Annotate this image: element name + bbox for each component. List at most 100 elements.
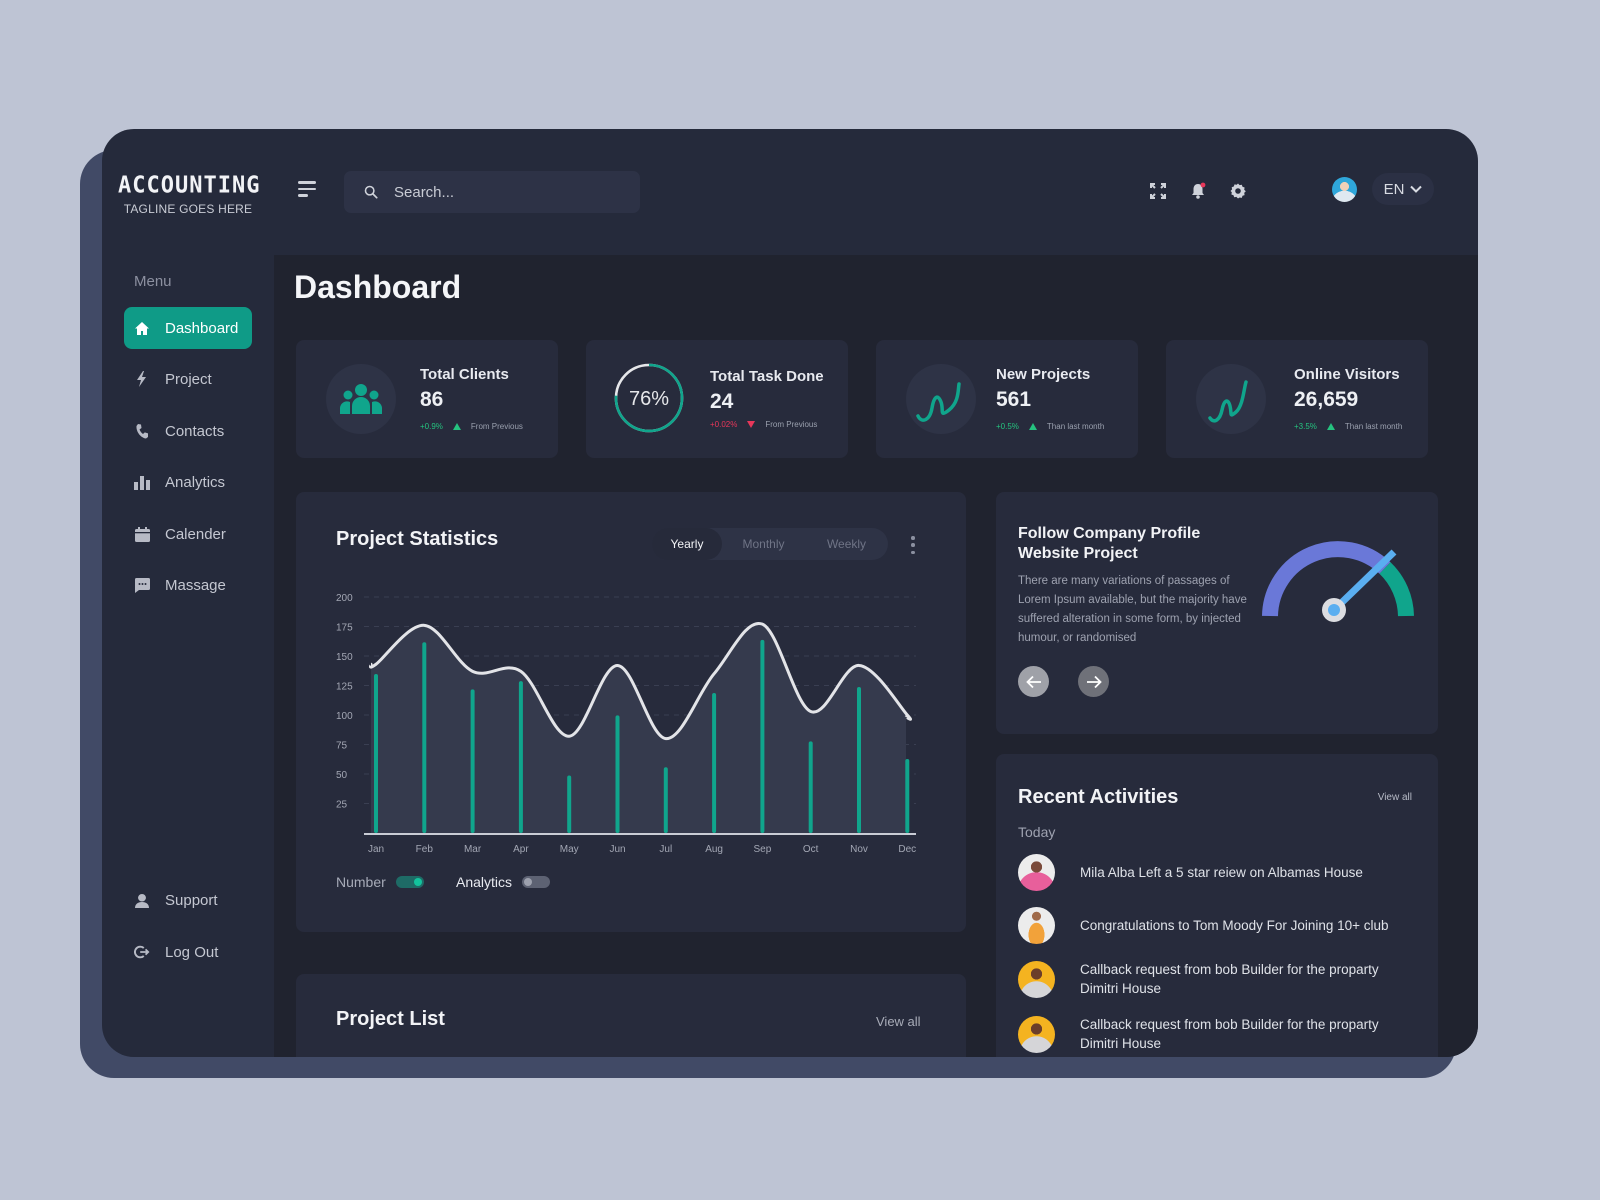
stat-card-total-task-done[interactable]: 76% Total Task Done 24 +0.02% From Previ… (586, 340, 848, 458)
page-title: Dashboard (294, 269, 462, 305)
stat-note: From Previous (765, 420, 818, 429)
bolt-icon (134, 371, 150, 387)
stat-value: 24 (710, 390, 734, 413)
recent-activities-card: Recent Activities View all Today Mila Al… (996, 754, 1438, 1057)
menu-label: Menu (134, 273, 172, 290)
search-bar[interactable] (344, 171, 640, 213)
sidebar-item-contacts[interactable]: Contacts (124, 410, 252, 452)
number-toggle[interactable] (395, 876, 424, 888)
bar-chart-icon (134, 474, 150, 490)
trend-icon (906, 364, 976, 434)
trend-up-icon (452, 423, 461, 430)
group-label: Today (1018, 824, 1056, 840)
svg-text:25: 25 (336, 800, 348, 811)
tab-monthly[interactable]: Monthly (742, 537, 785, 551)
stat-delta-row: +0.9% From Previous (420, 422, 523, 431)
logout-icon (134, 944, 150, 960)
avatar (1018, 1015, 1055, 1053)
chevron-down-icon (1410, 185, 1423, 193)
activity-text: Callback request from bob Builder for th… (1080, 1017, 1379, 1051)
svg-text:Nov: Nov (850, 844, 868, 855)
section-title: Project List (336, 1008, 445, 1030)
stat-delta: +0.9% (420, 422, 443, 431)
sidebar-item-label: Dashboard (165, 319, 239, 337)
svg-text:Aug: Aug (705, 844, 723, 855)
avatar (1018, 854, 1055, 891)
avatar (1018, 960, 1055, 998)
calendar-icon (134, 526, 150, 542)
project-list-card: Project List View all (296, 974, 966, 1057)
hamburger-menu-icon[interactable] (298, 181, 318, 199)
tab-yearly[interactable]: Yearly (652, 528, 722, 560)
support-agent-icon (134, 892, 150, 908)
more-options-icon[interactable] (910, 536, 916, 554)
stat-note: From Previous (470, 422, 523, 431)
stat-delta: +3.5% (1294, 422, 1317, 431)
stat-title: Total Task Done (710, 368, 824, 385)
sidebar: Menu Dashboard Project Contacts Analytic… (102, 255, 274, 1057)
svg-text:Feb: Feb (416, 844, 434, 855)
legend-label: Number (336, 874, 386, 890)
sidebar-item-support[interactable]: Support (124, 879, 252, 921)
follow-project-card: Follow Company Profile Website Project T… (996, 492, 1438, 734)
fullscreen-icon[interactable] (1148, 181, 1168, 201)
activity-item[interactable]: Callback request from bob Builder for th… (1018, 1015, 1418, 1053)
svg-text:Jul: Jul (659, 844, 672, 855)
legend-analytics: Analytics (456, 874, 551, 890)
progress-ring: 76% (614, 363, 684, 433)
project-list-view-all-link[interactable]: View all (876, 1014, 921, 1029)
sidebar-item-label: Log Out (165, 943, 219, 961)
stat-card-new-projects[interactable]: New Projects 561 +0.5% Than last month (876, 340, 1138, 458)
tab-weekly[interactable]: Weekly (826, 537, 867, 551)
search-input[interactable] (394, 183, 614, 201)
section-title: Recent Activities (1018, 786, 1179, 808)
activity-item[interactable]: Callback request from bob Builder for th… (1018, 960, 1418, 998)
stat-delta: +0.02% (710, 420, 738, 429)
svg-text:50: 50 (336, 770, 348, 781)
sidebar-item-massage[interactable]: Massage (124, 564, 252, 606)
svg-text:Apr: Apr (513, 844, 529, 855)
gear-icon[interactable] (1228, 181, 1248, 201)
prev-button[interactable] (1018, 666, 1049, 697)
sidebar-item-calender[interactable]: Calender (124, 513, 252, 555)
user-avatar[interactable] (1332, 177, 1357, 202)
stat-title: Online Visitors (1294, 366, 1400, 383)
sidebar-item-dashboard[interactable]: Dashboard (124, 307, 252, 349)
analytics-toggle[interactable] (522, 876, 551, 888)
recent-activities-view-all-link[interactable]: View all (1377, 792, 1412, 803)
sidebar-item-analytics[interactable]: Analytics (124, 461, 252, 503)
language-selector[interactable]: EN (1372, 173, 1434, 205)
svg-text:150: 150 (336, 652, 353, 663)
activity-text: Mila Alba Left a 5 star reiew on Albamas… (1080, 865, 1363, 880)
search-icon (364, 185, 378, 199)
stat-delta-row: +0.5% Than last month (996, 422, 1104, 431)
activity-item[interactable]: Mila Alba Left a 5 star reiew on Albamas… (1018, 854, 1418, 891)
brand-tagline: TAGLINE GOES HERE (123, 202, 253, 216)
card-description: There are many variations of passages of… (1018, 575, 1247, 644)
sidebar-item-project[interactable]: Project (124, 358, 252, 400)
stat-card-total-clients[interactable]: Total Clients 86 +0.9% From Previous (296, 340, 558, 458)
stat-delta-row: +0.02% From Previous (710, 420, 817, 429)
legend-label: Analytics (456, 874, 513, 890)
language-label: EN (1383, 180, 1405, 198)
next-button[interactable] (1078, 666, 1109, 697)
card-title: Follow Company Profile Website Project (1018, 525, 1201, 562)
svg-text:Mar: Mar (464, 844, 482, 855)
main-content: Dashboard Total Clients 86 +0.9% From Pr… (274, 255, 1478, 1057)
bell-icon[interactable] (1188, 181, 1208, 201)
trend-icon (1196, 364, 1266, 434)
sidebar-item-label: Massage (165, 576, 226, 594)
project-statistics-card: Project Statistics Yearly Monthly Weekly… (296, 492, 966, 932)
brand-logo[interactable]: ACCOUNTING TAGLINE GOES HERE (118, 172, 259, 216)
stat-card-online-visitors[interactable]: Online Visitors 26,659 +3.5% Than last m… (1166, 340, 1428, 458)
sidebar-item-logout[interactable]: Log Out (124, 931, 252, 973)
stat-value: 86 (420, 388, 444, 411)
message-icon (134, 577, 150, 593)
section-title: Project Statistics (336, 528, 499, 550)
gauge-icon (1262, 541, 1414, 622)
arrow-left-icon (1025, 675, 1041, 688)
stat-note: Than last month (1344, 422, 1403, 431)
project-statistics-chart: 25 50 75 100 125 150 175 200 Jan Feb Mar Apr May Jun J… (336, 593, 916, 855)
activity-item[interactable]: Congratulations to Tom Moody For Joining… (1018, 907, 1418, 944)
sidebar-item-label: Calender (165, 525, 226, 543)
